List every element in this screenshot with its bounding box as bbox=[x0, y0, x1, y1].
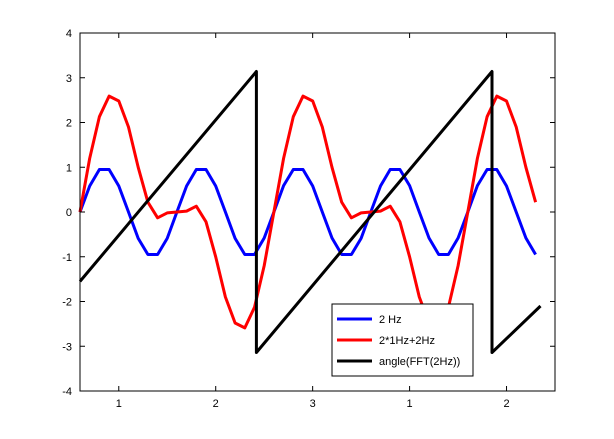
tick-layer: -4 -3 -2 -1 0 1 2 3 4 1 2 3 1 2 bbox=[62, 28, 555, 410]
series-line-1 bbox=[78, 94, 538, 330]
y-tick-label: -3 bbox=[62, 341, 72, 353]
x-tick-label: 1 bbox=[407, 398, 413, 410]
y-tick-label: -4 bbox=[62, 386, 72, 398]
x-tick-label: 2 bbox=[213, 398, 219, 410]
y-tick-label: 4 bbox=[66, 28, 72, 40]
x-tick-label: 1 bbox=[116, 398, 122, 410]
legend-label-sum: 2*1Hz+2Hz bbox=[379, 335, 435, 347]
y-tick-label: -1 bbox=[62, 252, 72, 264]
plot-area: -4 -3 -2 -1 0 1 2 3 4 1 2 3 1 2 bbox=[62, 28, 556, 410]
series-line-2 bbox=[78, 70, 542, 354]
legend-label-phase: angle(FFT(2Hz)) bbox=[379, 356, 460, 368]
series-line-0 bbox=[78, 168, 537, 256]
series-layer bbox=[78, 70, 542, 354]
y-tick-label: 3 bbox=[66, 73, 72, 85]
y-tick-label: 0 bbox=[66, 207, 72, 219]
x-tick-label: 3 bbox=[310, 398, 316, 410]
y-tick-label: 1 bbox=[66, 162, 72, 174]
x-tick-label: 2 bbox=[503, 398, 509, 410]
legend-label-2hz: 2 Hz bbox=[379, 314, 402, 326]
legend: 2 Hz 2*1Hz+2Hz angle(FFT(2Hz)) bbox=[331, 303, 474, 377]
y-tick-label: 2 bbox=[66, 118, 72, 130]
y-tick-label: -2 bbox=[62, 297, 72, 309]
